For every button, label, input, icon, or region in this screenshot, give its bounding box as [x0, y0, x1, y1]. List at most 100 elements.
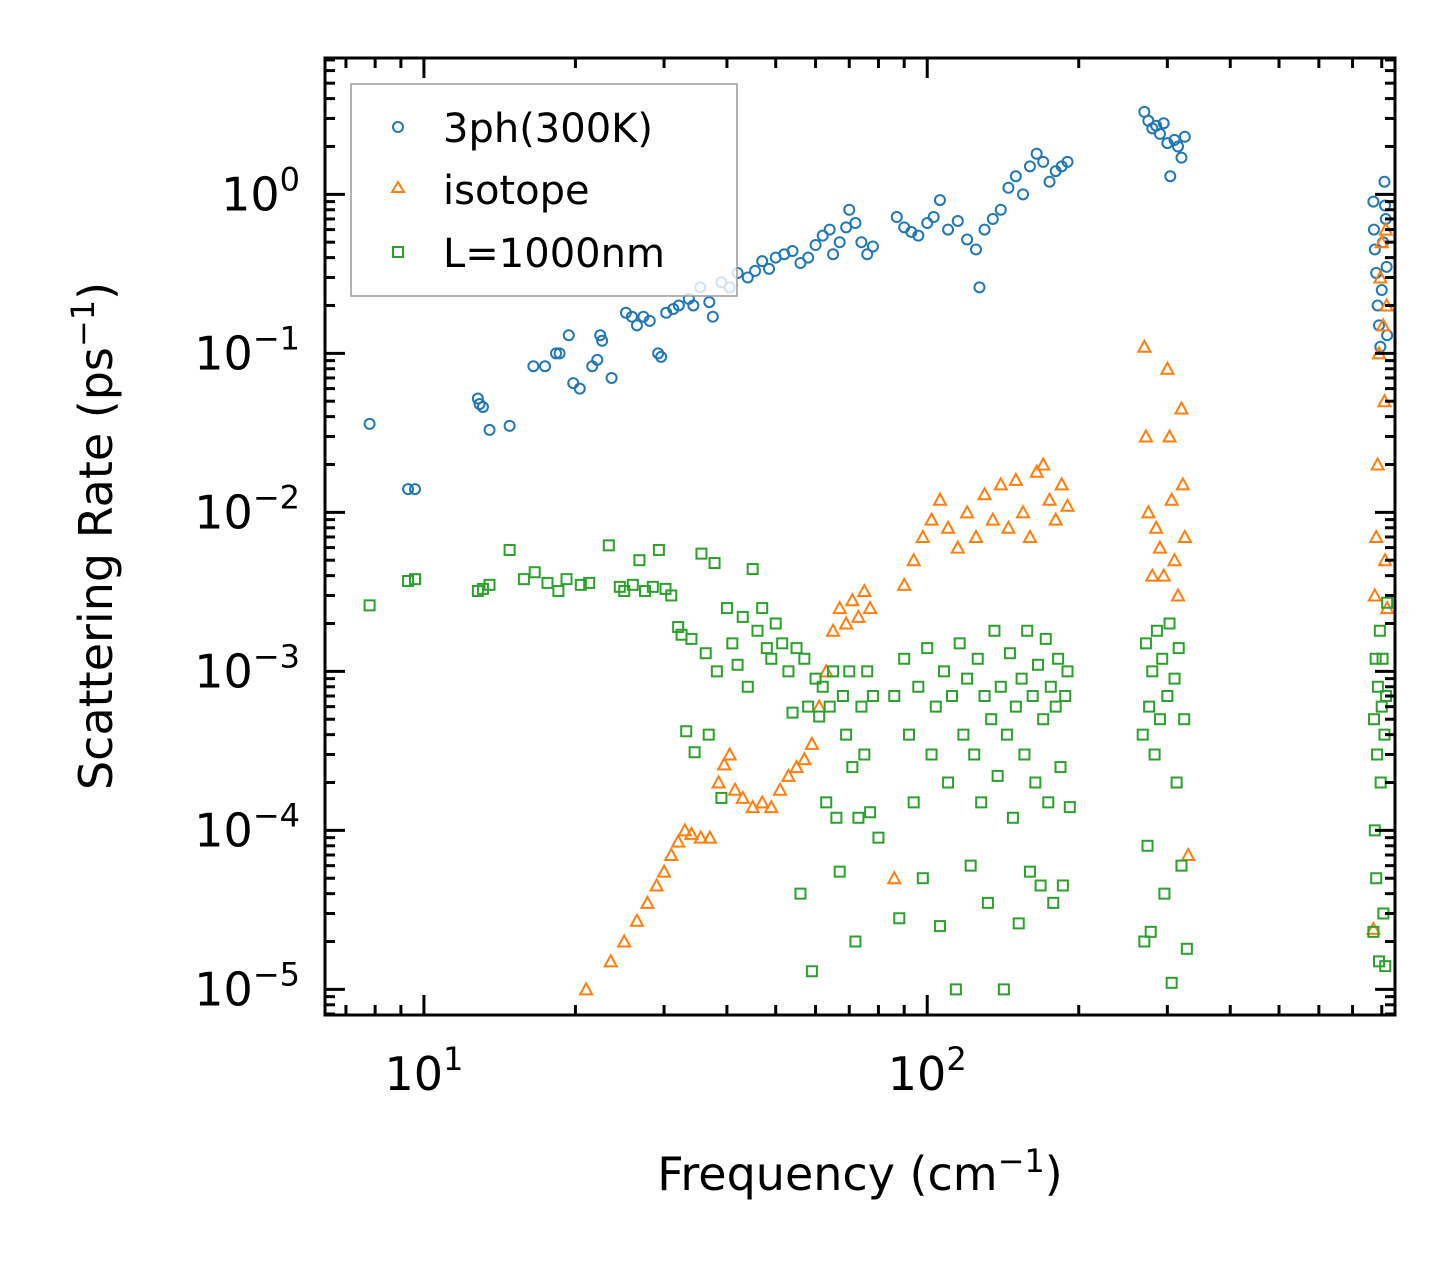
data-point-square	[971, 652, 984, 665]
data-point-triangle	[1173, 400, 1190, 415]
y-tick-label: 10−4	[194, 796, 300, 857]
data-point-triangle	[832, 599, 848, 615]
data-point-circle	[749, 264, 762, 277]
data-point-triangle	[663, 846, 679, 861]
data-point-circle	[833, 236, 846, 249]
data-point-circle	[687, 299, 700, 312]
data-point-square	[688, 746, 701, 759]
data-point-square	[1373, 624, 1386, 637]
legend-marker-isotope	[390, 180, 406, 193]
data-point-circle	[973, 281, 986, 294]
data-point-triangle	[716, 756, 732, 771]
data-point-circle	[933, 194, 946, 207]
data-point-square	[786, 706, 799, 719]
data-point-square	[408, 573, 421, 586]
y-tick-labels: 100 10−1 10−2 10−3 10−4 10−5	[194, 160, 300, 1016]
data-point-square	[802, 700, 815, 713]
data-point-square	[1009, 700, 1022, 713]
data-point-circle	[756, 255, 769, 268]
data-point-circle	[567, 377, 580, 390]
data-point-square	[1367, 713, 1380, 726]
data-point-circle	[827, 248, 840, 261]
x-tick-label: 101	[384, 1040, 463, 1101]
data-point-square	[1059, 689, 1072, 702]
data-point-circle	[503, 419, 516, 432]
data-point-square	[1037, 713, 1050, 726]
data-point-square	[794, 887, 807, 900]
data-point-square	[840, 728, 853, 741]
data-point-square	[893, 912, 906, 925]
data-point-square	[968, 748, 981, 761]
data-point-triangle	[683, 825, 700, 840]
data-point-square	[702, 728, 715, 741]
data-point-square	[1006, 811, 1019, 824]
data-point-circle	[1009, 170, 1022, 183]
data-point-circle	[1178, 130, 1191, 143]
data-point-square	[1148, 748, 1161, 761]
data-point-triangle	[932, 491, 948, 506]
data-point-square	[765, 652, 778, 665]
data-point-triangle	[656, 863, 672, 878]
data-point-square	[938, 665, 951, 678]
data-point-circle	[763, 262, 776, 275]
data-point-triangle	[1000, 519, 1017, 534]
data-point-triangle	[950, 539, 966, 554]
data-point-circle	[741, 271, 754, 284]
data-point-circle	[823, 223, 836, 236]
data-point-square	[861, 665, 874, 678]
data-point-square	[798, 652, 811, 665]
data-point-triangle	[886, 870, 902, 885]
x-tick-label: 102	[888, 1040, 967, 1101]
data-point-circle	[573, 382, 586, 395]
data-point-circle	[1172, 140, 1185, 153]
data-point-square	[949, 983, 962, 996]
data-point-circle	[591, 353, 604, 366]
data-point-square	[1381, 596, 1394, 609]
data-point-square	[809, 672, 822, 685]
data-point-square	[503, 543, 516, 556]
data-point-square	[1061, 665, 1074, 678]
data-point-triangle	[838, 615, 854, 630]
data-point-square	[1136, 728, 1149, 741]
data-point-square	[672, 621, 685, 634]
data-point-square	[1021, 624, 1034, 637]
data-point-square	[830, 811, 843, 824]
data-point-circle	[594, 329, 607, 342]
data-point-circle	[986, 212, 999, 225]
data-point-circle	[562, 329, 575, 342]
data-point-triangle	[1035, 456, 1051, 471]
data-point-circle	[625, 310, 638, 323]
data-point-circle	[927, 211, 940, 224]
data-point-circle	[1037, 155, 1050, 168]
legend-box	[350, 83, 738, 297]
data-point-circle	[861, 248, 874, 261]
data-point-triangle	[1175, 476, 1191, 491]
data-point-square	[731, 658, 744, 671]
data-point-triangle	[710, 774, 727, 789]
data-point-square	[921, 642, 934, 655]
data-point-square	[1052, 652, 1065, 665]
data-point-square	[1063, 801, 1076, 814]
data-point-square	[1003, 647, 1016, 660]
data-point-square	[945, 689, 958, 702]
data-point-triangle	[1365, 920, 1382, 935]
data-point-triangle	[1144, 567, 1160, 582]
data-point-circle	[550, 347, 563, 360]
data-point-triangle	[985, 511, 1001, 526]
data-point-square	[1371, 680, 1384, 693]
data-point-triangle	[677, 822, 693, 837]
data-point-square	[957, 728, 970, 741]
data-point-circle	[527, 360, 540, 373]
data-point-triangle	[602, 953, 619, 968]
data-point-triangle	[629, 912, 645, 927]
data-point-triangle	[1375, 317, 1391, 332]
data-point-triangle	[735, 789, 751, 804]
data-point-square	[760, 642, 773, 655]
data-point-square	[1172, 642, 1185, 655]
data-point-square	[852, 811, 865, 824]
data-point-square	[994, 680, 1007, 693]
data-point-triangle	[1148, 519, 1164, 534]
data-point-triangle	[850, 608, 867, 623]
data-point-square	[1047, 896, 1060, 909]
